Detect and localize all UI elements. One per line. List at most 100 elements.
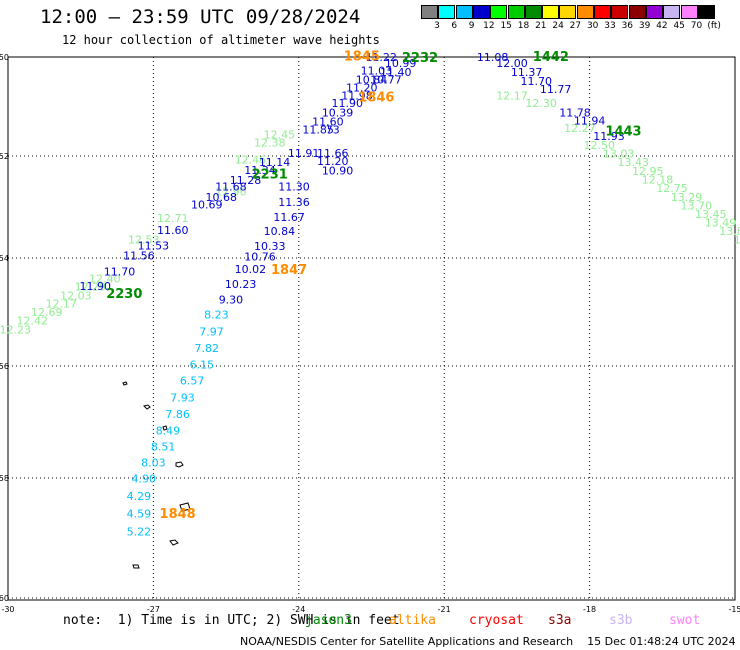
wave-height-label: 11.98 <box>341 90 373 103</box>
wave-height-label: 10.84 <box>264 225 296 238</box>
wave-height-label: 11.14 <box>259 156 291 169</box>
wave-height-label: 11.03 <box>361 64 393 77</box>
island-shape <box>162 425 168 431</box>
source-altika: altika <box>389 613 436 628</box>
wave-height-label: 10.02 <box>235 263 267 276</box>
legend-swatch <box>611 5 629 19</box>
source-swot: swot <box>669 613 701 628</box>
wave-height-label: 9.30 <box>219 294 244 307</box>
wave-height-label: 10.39 <box>322 106 354 119</box>
wave-height-label: 10.77 <box>370 73 402 86</box>
wave-height-label: 12.18 <box>642 173 674 186</box>
legend-swatch <box>576 5 594 19</box>
wave-height-label: 10.90 <box>322 164 354 177</box>
wave-height-label: 73 <box>326 123 340 136</box>
wave-height-label: 12.46 <box>235 154 267 167</box>
legend-label: 6 <box>451 21 458 31</box>
legend-label: 24 <box>552 21 564 31</box>
lat-tick-label: -50 <box>0 53 9 62</box>
wave-height-label: 12.75 <box>656 182 688 195</box>
island-shape <box>143 404 151 410</box>
pass-time-labels: 2230 2231 2232 1442 1443 1847 1846 1845 1848 <box>106 50 641 522</box>
wave-height-label: 10.69 <box>191 198 223 211</box>
legend-swatch <box>524 5 542 19</box>
legend-label: 36 <box>621 21 634 31</box>
wave-height-label: 12.69 <box>31 306 63 319</box>
lon-tick-label: -15 <box>728 605 740 614</box>
island-shape <box>122 381 128 386</box>
wave-height-label: 13.22 <box>734 234 740 247</box>
wave-height-label: 11.20 <box>317 155 349 168</box>
wave-height-label: 10.84 <box>356 73 388 86</box>
wave-height-label: 11.78 <box>559 106 591 119</box>
legend-swatch <box>455 5 473 19</box>
wave-height-label: 13.43 <box>617 156 649 169</box>
pass-time-label: 1443 <box>605 124 641 139</box>
lon-tick-label: -27 <box>147 605 160 614</box>
wave-height-label: 13.70 <box>680 199 712 212</box>
wave-height-label: 11.20 <box>346 82 378 95</box>
wave-height-label: 7.82 <box>194 342 219 355</box>
wave-height-label: 11.37 <box>511 66 543 79</box>
lat-tick-label: -60 <box>0 594 9 603</box>
island-shape <box>132 564 140 569</box>
chart-subtitle: 12 hour collection of altimeter wave hei… <box>62 33 380 47</box>
lon-tick-label: -18 <box>583 605 596 614</box>
island-shape <box>179 502 191 512</box>
wave-height-label: 10.68 <box>206 191 238 204</box>
lon-tick-label: -30 <box>1 605 14 614</box>
wave-height-label: 12.71 <box>157 212 189 225</box>
legend-swatch <box>438 5 456 19</box>
wave-height-label: 12.40 <box>89 273 121 286</box>
wave-height-label: 13.29 <box>671 191 703 204</box>
legend-label: 9 <box>468 21 475 31</box>
wave-height-label: 7.97 <box>199 325 224 338</box>
legend-swatch <box>594 5 611 19</box>
wave-height-label: 11.90 <box>79 280 111 293</box>
wave-height-label: 6.57 <box>180 375 205 388</box>
wave-height-label: 12.45 <box>264 129 296 142</box>
legend-label: 30 <box>586 21 599 31</box>
legend-swatch <box>507 5 525 19</box>
legend-swatch <box>559 5 577 19</box>
pass-time-label: 2232 <box>402 51 438 66</box>
legend-label: 45 <box>673 21 685 31</box>
legend-label: 21 <box>535 21 547 31</box>
wave-height-label: 12.17 <box>496 90 528 103</box>
legend-label: 3 <box>434 21 440 31</box>
wave-height-label: 4.59 <box>127 507 152 520</box>
wave-height-label: 11.60 <box>312 115 344 128</box>
legend-label: 12 <box>483 21 495 31</box>
wave-height-label: 11.40 <box>380 66 412 79</box>
wave-height-label: 8.23 <box>204 309 229 322</box>
pass-time-label: 1848 <box>160 507 196 522</box>
legend-label: 70 <box>690 21 703 31</box>
pass-time-label: 1846 <box>358 91 394 106</box>
wave-height-label: 11.93 <box>593 130 625 143</box>
wave-height-label: 11.56 <box>123 249 155 262</box>
axis-tick-labels: -50 -52 -54 -56 -58 -60 -30 -27 -24 -21 -18 -15 <box>0 53 740 614</box>
wave-height-label: 8.51 <box>151 441 176 454</box>
pass-time-label: 1442 <box>533 50 569 65</box>
legend-swatch <box>490 5 508 19</box>
wave-height-label: 11.53 <box>138 239 170 252</box>
legend-swatch <box>663 5 681 19</box>
legend-label: 42 <box>656 21 668 31</box>
wave-height-label: 12.03 <box>60 289 92 302</box>
chart-title: 12:00 — 23:59 UTC 09/28/2024 <box>40 6 361 28</box>
wave-height-label: 12.00 <box>496 57 528 70</box>
legend-swatch <box>680 5 698 19</box>
lon-tick-label: -21 <box>438 605 451 614</box>
map-frame <box>7 56 736 601</box>
island-shape <box>169 539 179 546</box>
wave-height-label: 12.30 <box>525 97 557 110</box>
wave-height-label: 12.90 <box>215 186 247 199</box>
wave-height-label: 6.15 <box>190 358 215 371</box>
legend-swatch <box>421 5 438 19</box>
wave-height-label: 10.33 <box>254 240 286 253</box>
legend-label: 27 <box>569 21 582 31</box>
legend-unit: (ft) <box>707 21 721 31</box>
wave-height-label: 11.70 <box>104 266 136 279</box>
wave-height-label: 12.53 <box>128 234 160 247</box>
footer-credit: NOAA/NESDIS Center for Satellite Applica… <box>240 635 736 648</box>
